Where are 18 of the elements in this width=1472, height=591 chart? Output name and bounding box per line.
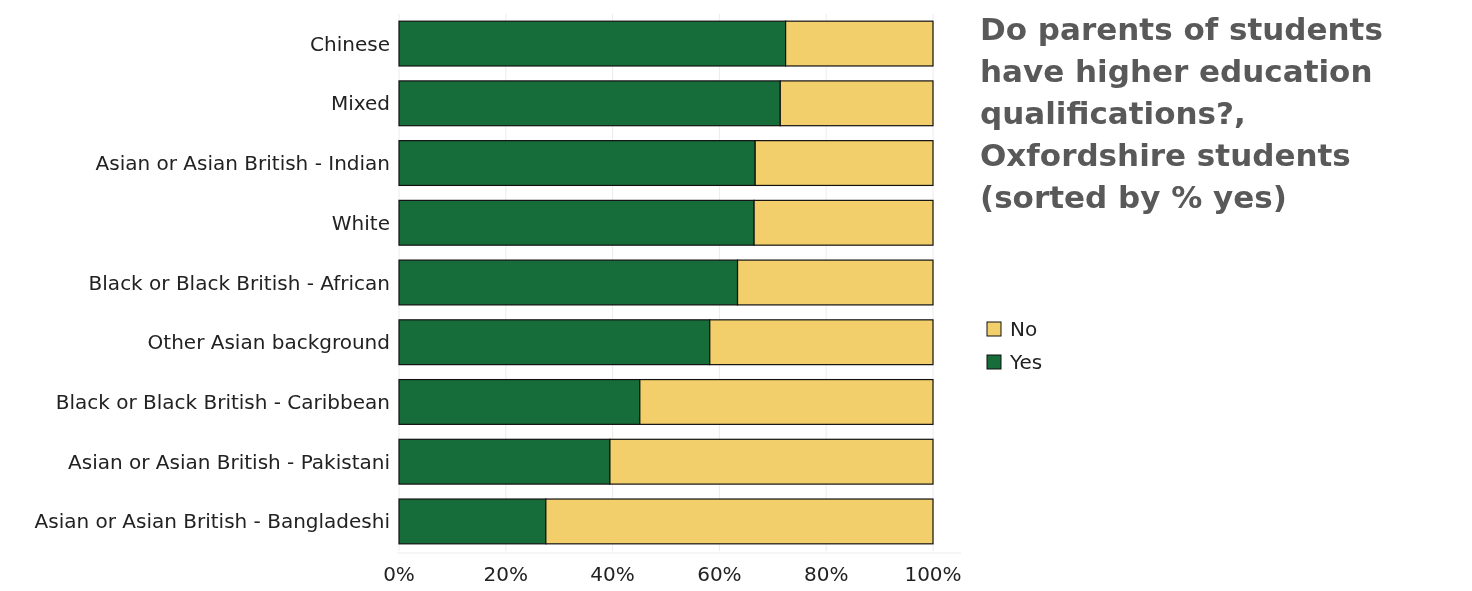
y-tick-label: Asian or Asian British - Pakistani xyxy=(68,449,390,474)
y-tick-label: Chinese xyxy=(310,31,390,56)
y-tick-label: White xyxy=(331,210,390,235)
y-tick-label: Other Asian background xyxy=(147,330,390,355)
y-tick-label: Black or Black British - Caribbean xyxy=(55,389,390,414)
x-tick-label: 60% xyxy=(697,562,742,586)
x-tick-label: 40% xyxy=(590,562,635,586)
x-tick-label: 100% xyxy=(904,562,962,586)
y-tick-label: Black or Black British - African xyxy=(88,270,390,295)
x-tick-label: 0% xyxy=(383,562,415,586)
legend-label: Yes xyxy=(1009,350,1043,374)
y-tick-label: Asian or Asian British - Indian xyxy=(95,151,390,176)
y-tick-label: Asian or Asian British - Bangladeshi xyxy=(34,509,390,534)
x-tick-label: 20% xyxy=(483,562,529,586)
y-tick-label: Mixed xyxy=(330,91,390,116)
legend-label: No xyxy=(1010,317,1038,341)
x-tick-label: 80% xyxy=(803,562,849,586)
text: Do parents of students have higher education qualifications?, Oxfordshire students (sorted by % yes) xyxy=(980,11,1383,215)
